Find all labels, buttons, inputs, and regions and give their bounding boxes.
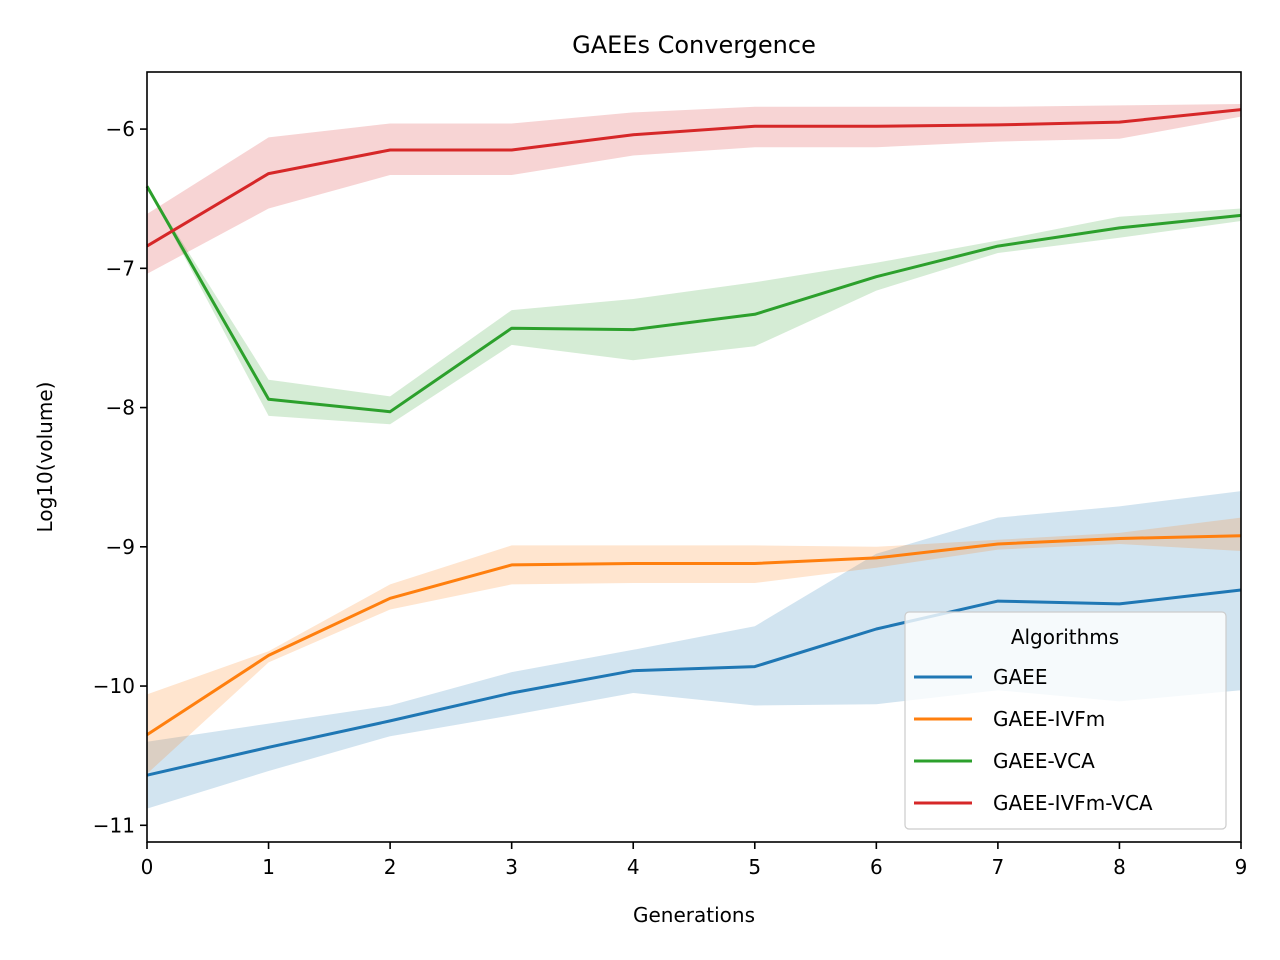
y-tick-label: −9 (106, 535, 135, 559)
x-tick-label: 4 (627, 855, 640, 879)
x-tick-label: 6 (870, 855, 883, 879)
y-tick-label: −7 (106, 256, 135, 280)
y-axis-label: Log10(volume) (33, 382, 57, 533)
chart-title: GAEEs Convergence (572, 31, 816, 59)
legend-title: Algorithms (1011, 625, 1119, 649)
y-tick-label: −6 (106, 117, 135, 141)
legend: Algorithms GAEE GAEE-IVFm GAEE-VCA GAEE-IVF… (905, 612, 1226, 829)
x-tick-label: 5 (748, 855, 761, 879)
x-tick-label: 1 (262, 855, 275, 879)
x-axis-label: Generations (633, 903, 755, 927)
x-tick-label: 0 (141, 855, 154, 879)
x-tick-label: 8 (1113, 855, 1126, 879)
x-tick-label: 3 (505, 855, 518, 879)
x-tick-label: 2 (384, 855, 397, 879)
x-tick-label: 9 (1235, 855, 1248, 879)
legend-label-gaee: GAEE (993, 665, 1047, 689)
y-tick-label: −11 (93, 813, 135, 837)
legend-label-gaee-ivfm-vca: GAEE-IVFm-VCA (993, 791, 1153, 815)
y-tick-label: −8 (106, 396, 135, 420)
y-tick-label: −10 (93, 674, 135, 698)
legend-label-gaee-vca: GAEE-VCA (993, 749, 1095, 773)
x-tick-label: 7 (992, 855, 1005, 879)
legend-label-gaee-ivfm: GAEE-IVFm (993, 707, 1105, 731)
